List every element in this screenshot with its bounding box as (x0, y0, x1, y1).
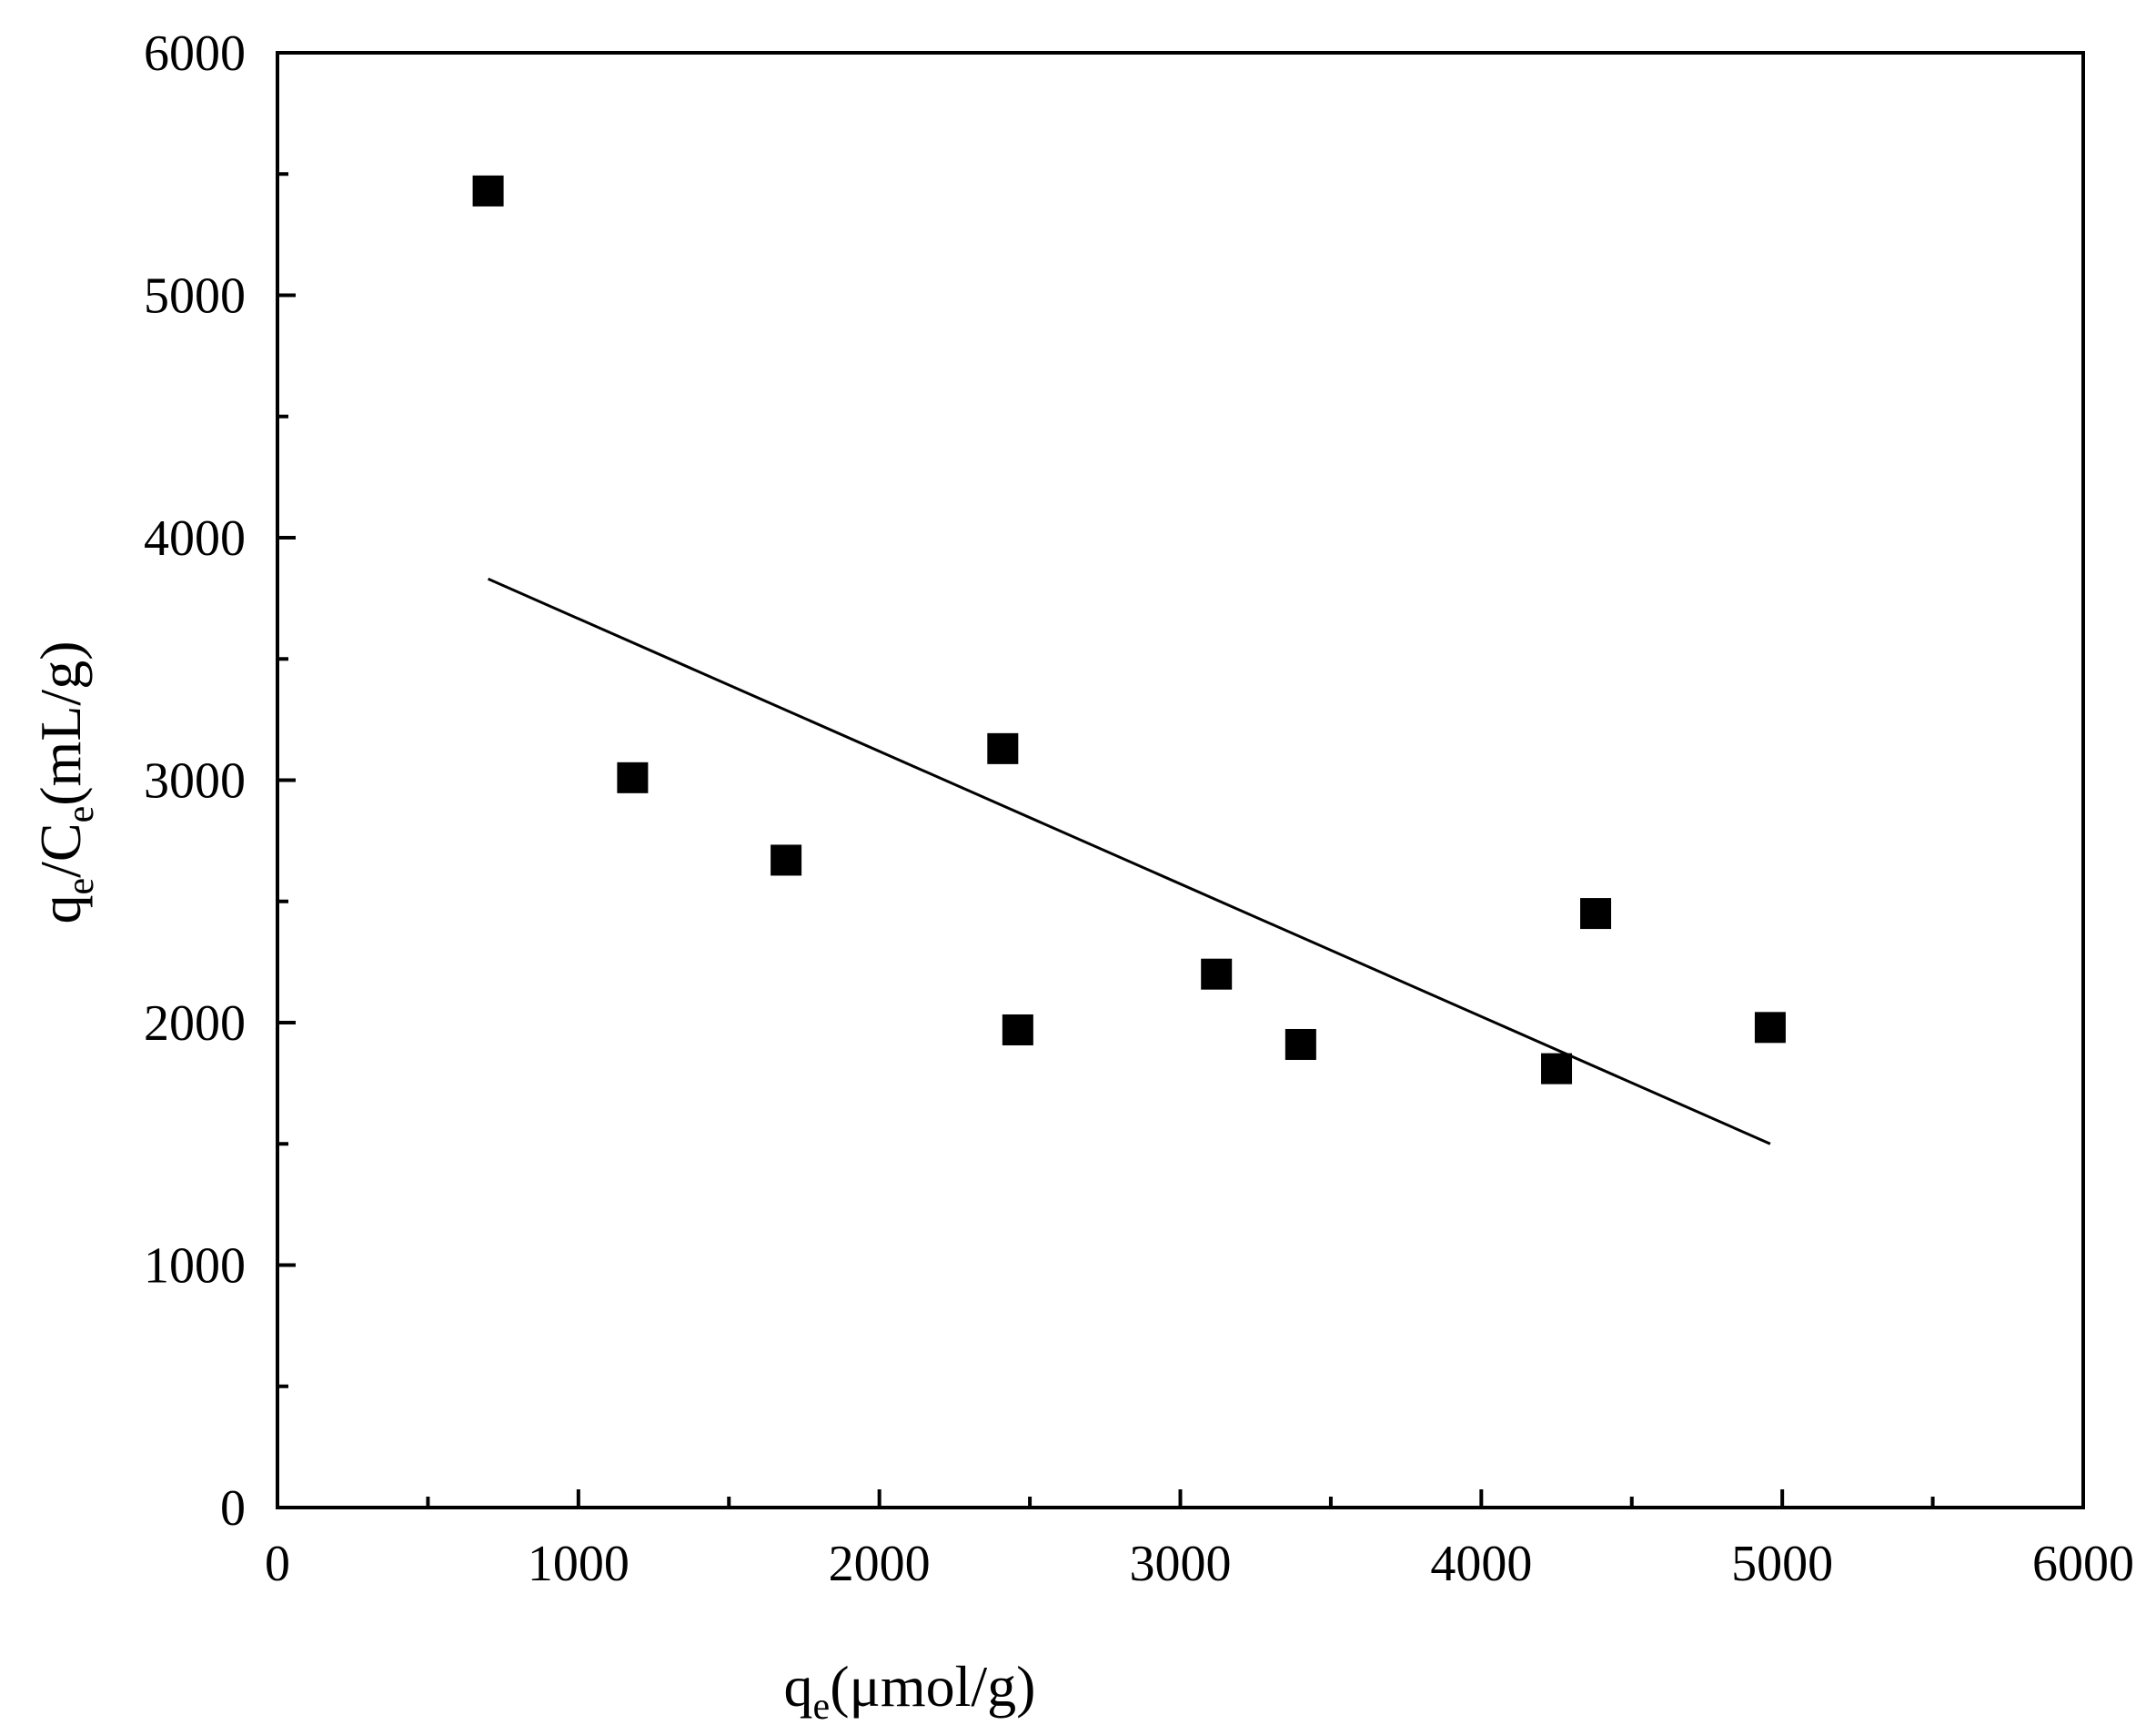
data-points (472, 175, 1786, 1084)
x-tick-label: 3000 (1130, 1536, 1232, 1592)
data-point (472, 175, 504, 207)
y-axis-title-main: q (28, 895, 93, 924)
data-point (617, 762, 649, 793)
y-tick-label: 6000 (144, 25, 246, 82)
data-point (771, 844, 802, 876)
y-axis-title: qe/Ce(mL/g) (28, 641, 102, 923)
data-point (1201, 958, 1233, 990)
y-tick-label: 5000 (144, 268, 246, 325)
tick-labels: 0 1000 2000 3000 4000 5000 6000 0 1000 2000 3000 40… (144, 25, 2134, 1592)
y-axis-title-rest: (mL/g) (28, 641, 93, 805)
fit-line (487, 577, 1771, 1145)
x-tick-label: 4000 (1430, 1536, 1532, 1592)
y-axis-title-sub2: e (60, 806, 102, 823)
x-tick-label: 6000 (2032, 1536, 2134, 1592)
x-tick-label: 1000 (528, 1536, 630, 1592)
x-axis-title-rest: (μmol/g) (830, 1654, 1035, 1719)
y-tick-label: 0 (220, 1480, 246, 1537)
y-axis-title-mid: /C (28, 822, 93, 877)
y-axis-title-sub1: e (60, 878, 102, 895)
y-tick-label: 2000 (144, 995, 246, 1052)
data-point (987, 732, 1019, 764)
x-tick-label: 0 (265, 1536, 290, 1592)
data-point (1580, 898, 1612, 930)
y-tick-label: 4000 (144, 510, 246, 567)
data-point (1002, 1014, 1033, 1045)
data-point (1285, 1028, 1316, 1060)
x-axis-title-main: q (784, 1654, 813, 1719)
y-tick-label: 3000 (144, 753, 246, 810)
plot-frame (276, 51, 2085, 1509)
x-axis-title: qe(μmol/g) (784, 1654, 1036, 1728)
x-tick-label: 5000 (1731, 1536, 1833, 1592)
data-point (1754, 1012, 1786, 1044)
axis-ticks (276, 51, 2085, 1509)
x-axis-title-sub: e (813, 1686, 831, 1728)
x-tick-label: 2000 (829, 1536, 931, 1592)
data-point (1541, 1053, 1573, 1084)
y-tick-label: 1000 (144, 1238, 246, 1295)
fit-line-layer (487, 577, 1771, 1145)
